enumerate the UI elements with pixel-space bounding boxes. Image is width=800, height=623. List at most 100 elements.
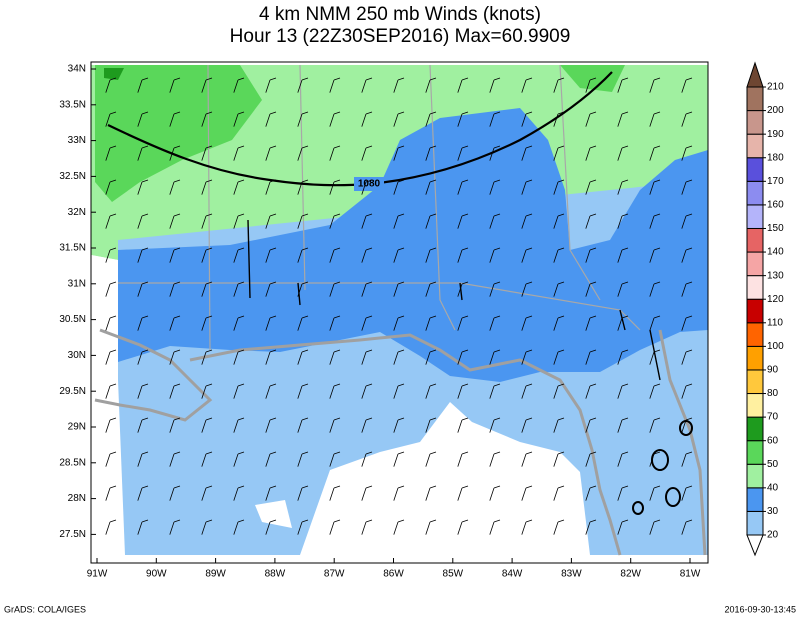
wind-barb bbox=[265, 77, 277, 93]
wind-barb bbox=[681, 349, 693, 365]
wind-barb bbox=[521, 315, 533, 331]
wind-barb bbox=[425, 179, 437, 195]
wind-barb bbox=[585, 281, 597, 297]
wind-barb bbox=[169, 485, 181, 501]
wind-barb bbox=[265, 349, 277, 365]
wind-barb bbox=[425, 417, 437, 433]
wind-barb bbox=[169, 213, 181, 229]
wind-barb bbox=[457, 111, 469, 127]
wind-barb bbox=[201, 519, 213, 535]
wind-barb bbox=[489, 213, 501, 229]
wind-barb bbox=[361, 315, 373, 331]
wind-barb bbox=[105, 519, 117, 535]
wind-barb bbox=[681, 179, 693, 195]
wind-barb bbox=[553, 417, 565, 433]
wind-barb bbox=[265, 213, 277, 229]
wind-barb bbox=[425, 349, 437, 365]
wind-barb bbox=[137, 247, 149, 263]
wind-barb bbox=[233, 77, 245, 93]
wind-barb bbox=[649, 451, 661, 467]
lat-label: 30.5N bbox=[59, 314, 86, 325]
wind-barb bbox=[489, 349, 501, 365]
wind-barb bbox=[489, 179, 501, 195]
wind-barb bbox=[265, 247, 277, 263]
wind-barb bbox=[329, 281, 341, 297]
lat-label: 33N bbox=[68, 135, 86, 146]
colorbar-label: 90 bbox=[767, 365, 779, 376]
wind-barb bbox=[201, 179, 213, 195]
colorbar-box bbox=[746, 510, 764, 536]
lat-label: 28.5N bbox=[59, 457, 86, 468]
lat-label: 31N bbox=[68, 278, 86, 289]
wind-barb bbox=[457, 247, 469, 263]
wind-barb bbox=[425, 213, 437, 229]
wind-barb bbox=[617, 485, 629, 501]
wind-barb bbox=[329, 485, 341, 501]
wind-barb bbox=[201, 485, 213, 501]
wind-barb bbox=[521, 417, 533, 433]
colorbar-box bbox=[746, 86, 764, 112]
colorbar-box bbox=[746, 251, 764, 277]
wind-barb bbox=[361, 179, 373, 195]
wind-barb bbox=[297, 179, 309, 195]
lon-label: 91W bbox=[87, 569, 108, 580]
colorbar-label: 210 bbox=[767, 82, 784, 93]
lat-label: 31.5N bbox=[59, 243, 86, 254]
wind-barb bbox=[105, 451, 117, 467]
wind-barb bbox=[489, 145, 501, 161]
wind-barb bbox=[681, 417, 693, 433]
wind-barb bbox=[649, 315, 661, 331]
wind-barb bbox=[617, 417, 629, 433]
colorbar-label: 130 bbox=[767, 270, 784, 281]
wind-barb bbox=[297, 145, 309, 161]
wind-barb bbox=[169, 145, 181, 161]
colorbar-box bbox=[746, 440, 764, 465]
map-frame bbox=[90, 61, 709, 564]
wind-barb bbox=[137, 281, 149, 297]
wind-barb bbox=[137, 417, 149, 433]
colorbar-label: 60 bbox=[767, 435, 779, 446]
wind-barb bbox=[585, 485, 597, 501]
wind-barb bbox=[169, 111, 181, 127]
wind-barb bbox=[105, 111, 117, 127]
wind-barb bbox=[265, 485, 277, 501]
coastline bbox=[94, 328, 707, 556]
wind-barb bbox=[649, 417, 661, 433]
wind-barb bbox=[585, 383, 597, 399]
colorbar-label: 140 bbox=[767, 247, 784, 258]
wind-barb bbox=[393, 77, 405, 93]
wind-barb bbox=[233, 519, 245, 535]
wind-barb bbox=[425, 315, 437, 331]
wind-barb bbox=[521, 383, 533, 399]
colorbar-box bbox=[746, 204, 764, 229]
wind-barb bbox=[425, 247, 437, 263]
colorbar-box bbox=[746, 110, 764, 135]
wind-barb bbox=[137, 519, 149, 535]
wind-barb bbox=[169, 77, 181, 93]
wind-barb bbox=[233, 247, 245, 263]
wind-barb bbox=[457, 281, 469, 297]
wind-barb bbox=[393, 111, 405, 127]
wind-barb bbox=[457, 179, 469, 195]
wind-barb bbox=[425, 519, 437, 535]
footer-right: 2016-09-30-13:45 bbox=[724, 604, 796, 614]
wind-barb bbox=[681, 485, 693, 501]
colorbar-box bbox=[746, 345, 764, 371]
wind-barb bbox=[105, 485, 117, 501]
colorbar-box bbox=[746, 487, 764, 512]
wind-barb bbox=[489, 383, 501, 399]
wind-barb bbox=[233, 315, 245, 331]
wind-barb bbox=[201, 145, 213, 161]
wind-barb bbox=[105, 315, 117, 331]
wind-barb bbox=[361, 77, 373, 93]
wind-barb bbox=[457, 213, 469, 229]
colorbar-label: 80 bbox=[767, 388, 779, 399]
shade-30-40 bbox=[118, 108, 708, 382]
shade-below-20 bbox=[91, 255, 118, 563]
wind-barb bbox=[521, 77, 533, 93]
footer-left: GrADS: COLA/IGES bbox=[4, 604, 86, 614]
wind-barb bbox=[393, 349, 405, 365]
wind-barb bbox=[425, 145, 437, 161]
wind-barb bbox=[393, 383, 405, 399]
wind-barb bbox=[553, 349, 565, 365]
